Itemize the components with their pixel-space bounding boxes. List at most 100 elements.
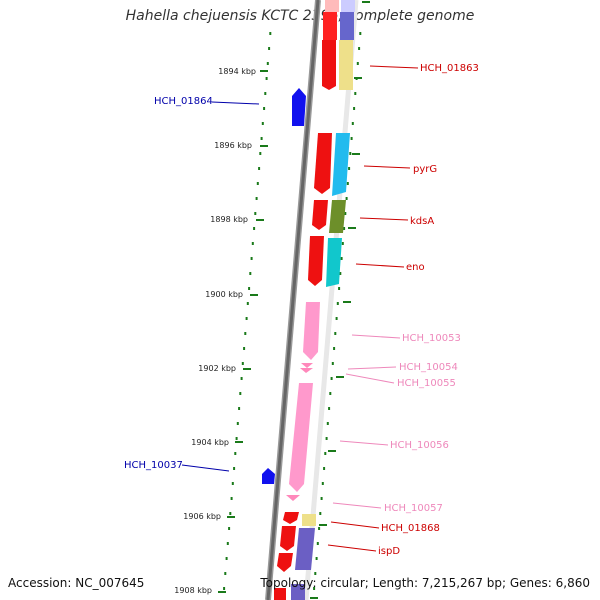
gene-label-hch-01863[interactable]: HCH_01863 bbox=[420, 63, 479, 74]
kbp-tick-1900: 1900 kbp bbox=[205, 290, 258, 299]
gene-label-hch-10057[interactable]: HCH_10057 bbox=[384, 503, 443, 514]
ruler-dot bbox=[348, 167, 351, 170]
ruler-dot bbox=[261, 122, 264, 125]
tick-label: 1902 kbp bbox=[198, 364, 236, 373]
ruler-dot bbox=[356, 62, 359, 65]
gene-label-kdsa[interactable]: kdsA bbox=[410, 216, 434, 227]
ruler-dot bbox=[264, 92, 267, 95]
label-leader-lines bbox=[181, 65, 419, 552]
ruler-dot bbox=[353, 107, 356, 110]
ruler-dot bbox=[335, 317, 338, 320]
ruler-dot bbox=[323, 467, 326, 470]
genome-backbone-right bbox=[303, 0, 359, 600]
ruler-dot bbox=[333, 347, 336, 350]
gene-label-hch-10056[interactable]: HCH_10056 bbox=[390, 440, 449, 451]
gene-feature-hch-10037[interactable] bbox=[262, 468, 275, 484]
gene-label-hch-01864[interactable]: HCH_01864 bbox=[154, 96, 213, 107]
ruler-dot bbox=[324, 452, 327, 455]
tick-label: 1896 kbp bbox=[214, 141, 252, 150]
gene-feature-kdsa[interactable] bbox=[312, 200, 346, 233]
ruler-dot bbox=[321, 482, 324, 485]
ruler-dot bbox=[249, 272, 252, 275]
ruler-dot bbox=[239, 392, 242, 395]
ruler-dot bbox=[238, 407, 241, 410]
gene-feature-eno[interactable] bbox=[308, 236, 342, 287]
ruler-dot bbox=[351, 122, 354, 125]
ruler-dot bbox=[254, 212, 257, 215]
ruler-dot bbox=[318, 527, 321, 530]
ruler-dot bbox=[228, 527, 231, 530]
ruler-dot bbox=[340, 257, 343, 260]
ruler-dot bbox=[359, 32, 362, 35]
ruler-dot bbox=[244, 332, 247, 335]
gene-label-ispd[interactable]: ispD bbox=[378, 546, 400, 557]
ruler-dot bbox=[226, 542, 229, 545]
ruler-dot bbox=[326, 422, 329, 425]
gene-feature-hch-01863[interactable] bbox=[322, 40, 353, 90]
kbp-tick-1898: 1898 kbp bbox=[210, 215, 264, 224]
kbp-tick-1896: 1896 kbp bbox=[214, 141, 268, 150]
ruler-dot bbox=[235, 437, 238, 440]
gene-feature-hch-01864[interactable] bbox=[292, 88, 306, 126]
ruler-dot bbox=[314, 572, 317, 575]
ruler-dot bbox=[345, 197, 348, 200]
ruler-dot bbox=[236, 422, 239, 425]
inner-ruler-dots bbox=[223, 32, 272, 590]
ruler-dot bbox=[256, 182, 259, 185]
kbp-tick-1906: 1906 kbp bbox=[183, 512, 235, 521]
gene-feature-hch-10056[interactable] bbox=[289, 383, 313, 492]
ruler-dot bbox=[341, 242, 344, 245]
ruler-dot bbox=[243, 347, 246, 350]
gene-label-hch-01868[interactable]: HCH_01868 bbox=[381, 523, 440, 534]
ruler-dot bbox=[250, 257, 253, 260]
ruler-dot bbox=[319, 512, 322, 515]
ruler-dot bbox=[344, 212, 347, 215]
gene-feature-hch-01868[interactable] bbox=[283, 512, 316, 526]
gene-feature-pyrg[interactable] bbox=[314, 133, 350, 196]
ruler-dot bbox=[224, 572, 227, 575]
gene-label-pyrg[interactable]: pyrG bbox=[413, 164, 437, 175]
ruler-dot bbox=[313, 587, 316, 590]
kbp-tick-1904: 1904 kbp bbox=[191, 438, 243, 447]
outer-ticks bbox=[310, 1, 370, 599]
tick-label: 1904 kbp bbox=[191, 438, 229, 447]
gene-feature-ispd[interactable] bbox=[280, 526, 315, 570]
ruler-dot bbox=[225, 557, 228, 560]
ruler-dot bbox=[320, 497, 323, 500]
ruler-dot bbox=[346, 182, 349, 185]
ruler-dot bbox=[328, 407, 331, 410]
ruler-dot bbox=[358, 47, 361, 50]
ruler-dot bbox=[233, 467, 236, 470]
ruler-dot bbox=[325, 437, 328, 440]
gene-label-hch-10055[interactable]: HCH_10055 bbox=[397, 378, 456, 389]
tick-label: 1908 kbp bbox=[174, 586, 212, 595]
gene-feature-hch-10057[interactable] bbox=[286, 495, 300, 501]
ruler-dot bbox=[240, 377, 243, 380]
gene-label-hch-10053[interactable]: HCH_10053 bbox=[402, 333, 461, 344]
gene-label-hch-10037[interactable]: HCH_10037 bbox=[124, 460, 183, 471]
ruler-dot bbox=[343, 227, 346, 230]
tick-label: 1894 kbp bbox=[218, 67, 256, 76]
gene-label-eno[interactable]: eno bbox=[406, 262, 425, 273]
gene-label-hch-10054[interactable]: HCH_10054 bbox=[399, 362, 458, 373]
ruler-dot bbox=[331, 362, 334, 365]
map-title: Hahella chejuensis KCTC 2396, complete g… bbox=[125, 8, 475, 24]
ruler-dot bbox=[334, 332, 337, 335]
kbp-tick-1902: 1902 kbp bbox=[198, 364, 251, 373]
ruler-dot bbox=[316, 542, 319, 545]
gene-feature-hch-10055[interactable] bbox=[300, 368, 313, 373]
gene-block-top bbox=[323, 0, 355, 40]
genome-summary-text: Topology: circular; Length: 7,215,267 bp… bbox=[260, 576, 590, 590]
tick-label: 1898 kbp bbox=[210, 215, 248, 224]
ruler-dot bbox=[338, 287, 341, 290]
gene-feature-hch-10054[interactable] bbox=[301, 363, 313, 368]
gene-feature-hch-10053[interactable] bbox=[303, 302, 320, 360]
ruler-dot bbox=[350, 137, 353, 140]
ruler-dot bbox=[263, 107, 266, 110]
outer-ruler-dots bbox=[313, 32, 362, 590]
ruler-dot bbox=[329, 392, 332, 395]
kbp-tick-1908: 1908 kbp bbox=[174, 586, 226, 595]
ruler-dot bbox=[258, 167, 261, 170]
ruler-dot bbox=[339, 272, 342, 275]
ruler-dot bbox=[223, 587, 226, 590]
